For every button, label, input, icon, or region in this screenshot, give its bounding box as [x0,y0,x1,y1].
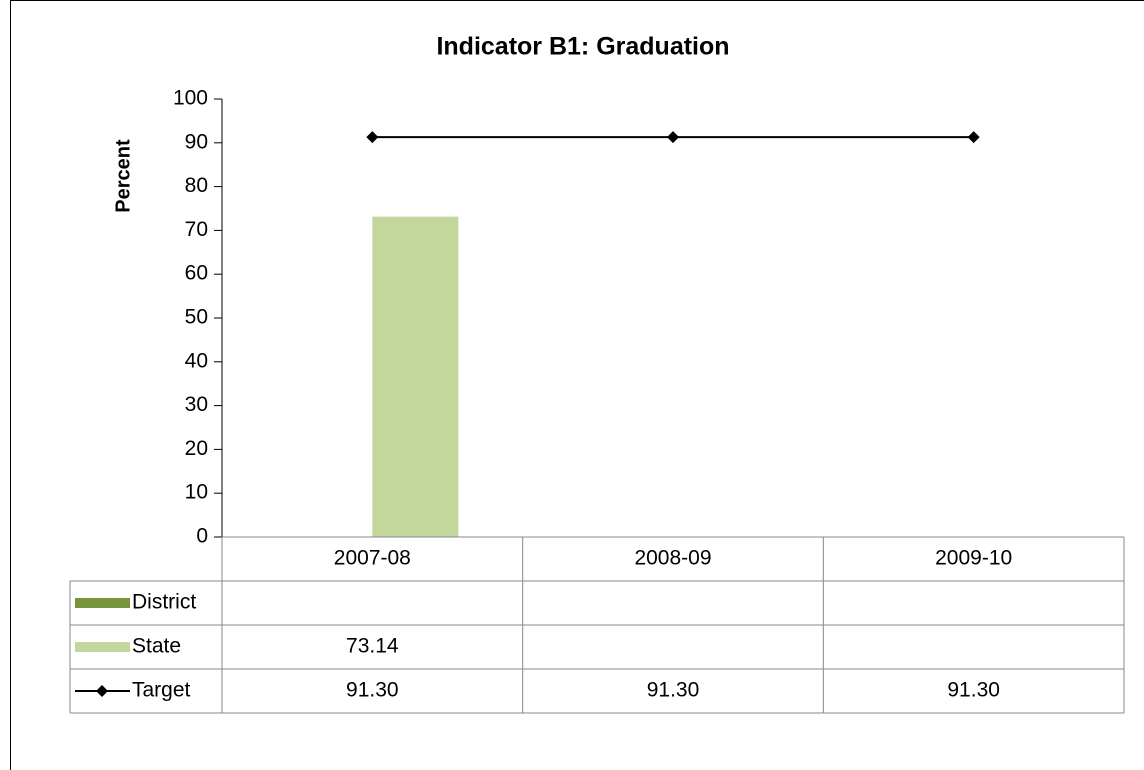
y-tick-label: 20 [185,437,208,460]
y-tick-label: 0 [196,525,208,548]
y-tick-label: 70 [185,218,208,241]
y-tick-label: 30 [185,393,208,416]
x-tick-label: 2007-08 [334,547,411,570]
legend-swatch [75,598,130,608]
y-axis-title: Percent [112,139,134,213]
legend-label: District [132,591,196,614]
table-value: 91.30 [947,679,1000,702]
marker [967,131,980,144]
y-tick-label: 100 [173,87,208,110]
chart-title: Indicator B1: Graduation [436,33,729,61]
y-tick-label: 90 [185,130,208,153]
y-tick-label: 10 [185,481,208,504]
x-tick-label: 2008-09 [634,547,711,570]
legend-label: Target [132,679,191,702]
table-value: 91.30 [647,679,700,702]
chart-border [10,0,1144,770]
y-tick-label: 40 [185,349,208,372]
legend-swatch [75,642,130,652]
bar [372,216,459,538]
legend-marker [96,685,108,697]
marker [667,131,679,144]
x-tick-label: 2009-10 [935,547,1012,570]
table-value: 91.30 [346,679,399,702]
y-tick-label: 60 [185,262,208,285]
y-tick-label: 50 [185,306,208,329]
y-tick-label: 80 [185,174,208,197]
legend-label: State [132,635,181,658]
table-value: 73.14 [346,635,399,658]
marker [366,131,379,144]
